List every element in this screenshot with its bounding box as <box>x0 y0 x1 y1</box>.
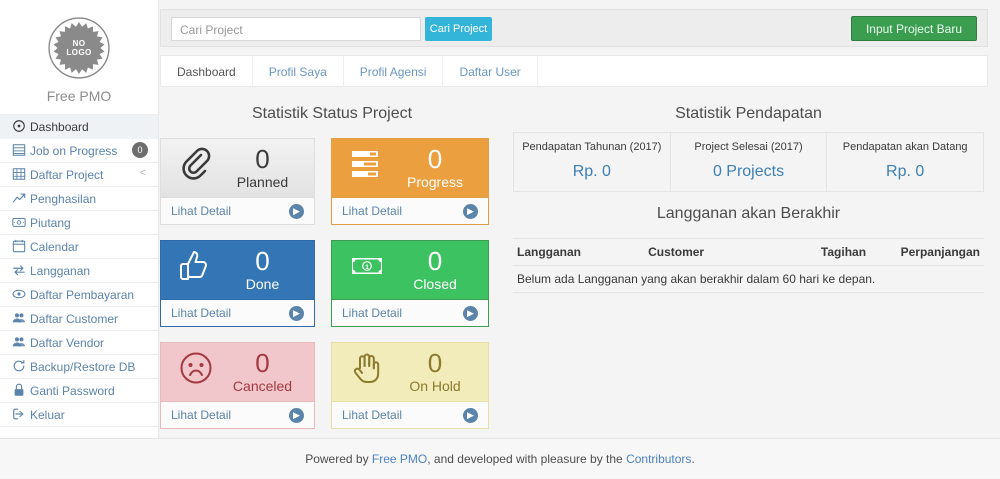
svg-text:NO: NO <box>73 39 86 48</box>
svg-text:1: 1 <box>365 264 369 271</box>
svg-text:LOGO: LOGO <box>66 48 91 57</box>
